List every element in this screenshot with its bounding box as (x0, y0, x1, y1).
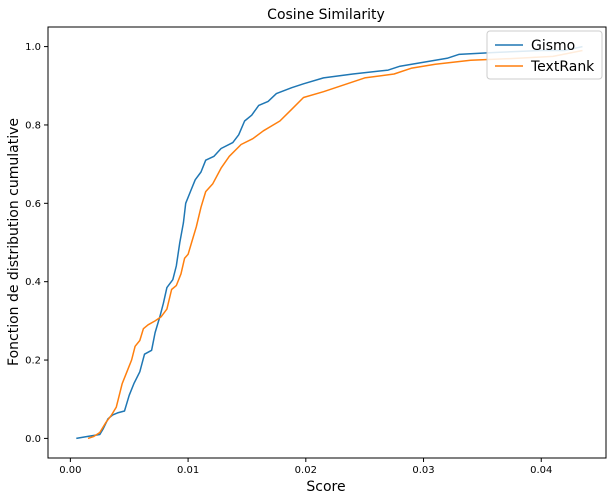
x-tick-label: 0.02 (295, 465, 317, 476)
x-tick-label: 0.04 (530, 465, 552, 476)
legend: Gismo TextRank (487, 31, 602, 79)
x-tick-label: 0.01 (177, 465, 199, 476)
x-tick-label: 0.00 (59, 465, 81, 476)
x-tick-label: 0.03 (412, 465, 434, 476)
y-tick-label: 1.0 (25, 42, 41, 53)
x-axis-title: Score (306, 479, 345, 495)
chart-title: Cosine Similarity (267, 7, 385, 23)
y-tick-label: 0.4 (25, 277, 41, 288)
legend-label-textrank: TextRank (530, 59, 595, 75)
y-tick-label: 0.8 (25, 120, 41, 131)
legend-label-gismo: Gismo (531, 38, 575, 54)
y-tick-label: 0.6 (25, 199, 41, 210)
y-axis-title: Fonction de distribution cumulative (6, 118, 22, 366)
y-tick-label: 0.0 (25, 434, 41, 445)
y-tick-label: 0.2 (25, 356, 41, 367)
